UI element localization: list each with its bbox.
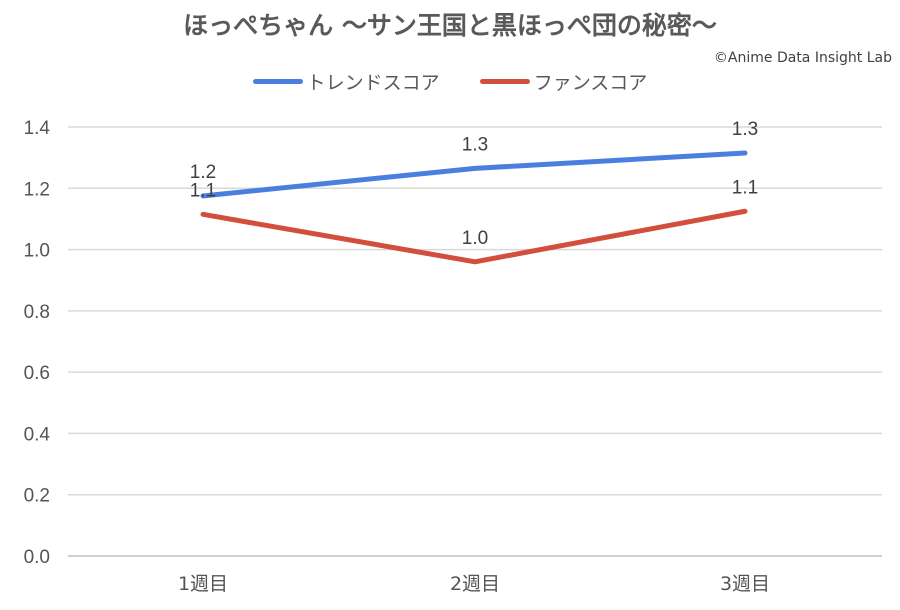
y-tick-label: 1.4 — [24, 118, 51, 139]
chart-title: ほっぺちゃん 〜サン王国と黒ほっぺ団の秘密〜 — [183, 11, 717, 40]
data-label: 1.3 — [462, 134, 488, 155]
legend-label-fan: ファンスコア — [533, 72, 648, 94]
legend-item-fan[interactable]: ファンスコア — [479, 68, 648, 95]
legend-swatch-fan — [479, 79, 530, 84]
x-tick-label: 3週目 — [720, 573, 770, 595]
y-tick-label: 1.0 — [24, 241, 50, 262]
chart-credit: ©Anime Data Insight Lab — [713, 50, 892, 66]
series-line-0 — [200, 150, 748, 199]
y-tick-label: 0.8 — [24, 302, 50, 323]
chart-legend: トレンドスコア ファンスコア — [0, 68, 900, 95]
legend-item-trend[interactable]: トレンドスコア — [252, 68, 440, 95]
y-tick-label: 0.4 — [24, 424, 51, 445]
legend-label-trend: トレンドスコア — [306, 72, 440, 94]
data-label: 1.3 — [732, 119, 758, 140]
data-label: 1.1 — [190, 180, 216, 201]
legend-swatch-trend — [252, 79, 303, 84]
x-tick-label: 2週目 — [450, 573, 500, 595]
y-tick-label: 0.0 — [24, 547, 50, 568]
y-tick-label: 0.2 — [24, 486, 50, 507]
data-label: 1.0 — [462, 228, 488, 249]
data-label: 1.1 — [732, 177, 758, 198]
data-label: 1.2 — [190, 162, 216, 183]
x-tick-label: 1週目 — [178, 573, 228, 595]
y-tick-label: 0.6 — [24, 363, 50, 384]
y-tick-label: 1.2 — [24, 179, 50, 200]
